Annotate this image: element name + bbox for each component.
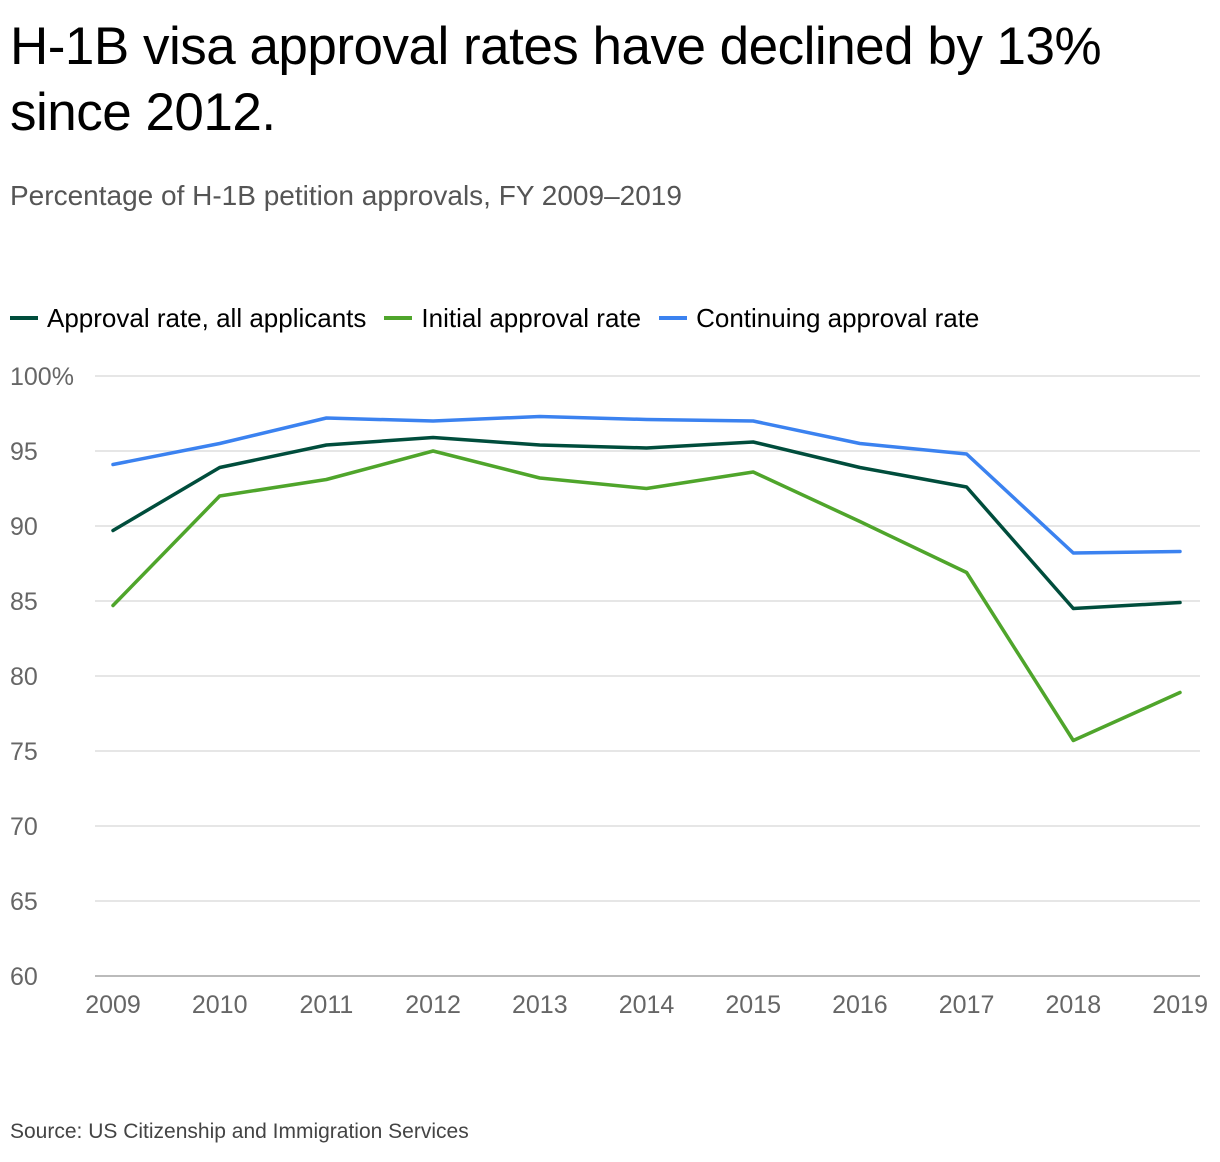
source-note: Source: US Citizenship and Immigration S… xyxy=(10,1120,469,1143)
series-lines xyxy=(111,414,1182,743)
x-tick-label-2015: 2015 xyxy=(725,991,781,1019)
x-tick-label-2009: 2009 xyxy=(85,991,141,1019)
legend-label-all-applicants: Approval rate, all applicants xyxy=(47,302,367,333)
y-tick-label-85: 85 xyxy=(10,588,38,616)
x-tick-label-2010: 2010 xyxy=(192,991,248,1019)
legend-label-initial: Initial approval rate xyxy=(421,302,642,333)
x-tick-label-2017: 2017 xyxy=(939,991,995,1019)
y-tick-label-65: 65 xyxy=(10,888,38,916)
x-tick-label-2011: 2011 xyxy=(300,991,354,1019)
chart-legend: Approval rate, all applicants Initial ap… xyxy=(10,300,997,336)
y-tick-label-80: 80 xyxy=(10,663,38,691)
y-tick-label-75: 75 xyxy=(10,738,38,766)
legend-item-initial: Initial approval rate xyxy=(384,303,641,334)
chart-subtitle: Percentage of H-1B petition approvals, F… xyxy=(10,180,682,211)
y-tick-label-100: 100% xyxy=(10,363,74,391)
x-tick-label-2012: 2012 xyxy=(405,991,461,1019)
series-line-0 xyxy=(111,435,1182,611)
grid-lines xyxy=(95,375,1200,977)
legend-item-all-applicants: Approval rate, all applicants xyxy=(10,303,366,334)
x-axis-labels: 2009 2010 2011 2012 2013 2014 2015 2016 2017 2018… xyxy=(85,991,1208,1019)
x-tick-label-2016: 2016 xyxy=(832,991,888,1019)
series-line-2 xyxy=(111,414,1182,555)
x-tick-label-2019: 2019 xyxy=(1152,991,1208,1019)
legend-swatch-initial xyxy=(384,316,413,320)
y-tick-label-70: 70 xyxy=(10,813,38,841)
legend-swatch-all-applicants xyxy=(10,316,38,320)
y-tick-label-90: 90 xyxy=(10,513,38,541)
y-axis-labels: 100% 95 90 85 80 75 70 65 60 xyxy=(10,363,74,991)
x-tick-label-2014: 2014 xyxy=(619,991,675,1019)
y-tick-label-95: 95 xyxy=(10,438,38,466)
line-chart: 100% 95 90 85 80 75 70 65 60 2009 2010 2011 2012 201… xyxy=(10,363,1208,1019)
series-line-1 xyxy=(111,449,1182,743)
legend-item-continuing: Continuing approval rate xyxy=(659,303,979,334)
x-tick-label-2013: 2013 xyxy=(512,991,568,1019)
y-tick-label-60: 60 xyxy=(10,963,38,991)
legend-swatch-continuing xyxy=(659,316,688,320)
x-tick-label-2018: 2018 xyxy=(1045,991,1101,1019)
chart-title: H-1B visa approval rates have declined b… xyxy=(10,17,1102,142)
legend-label-continuing: Continuing approval rate xyxy=(696,302,980,333)
